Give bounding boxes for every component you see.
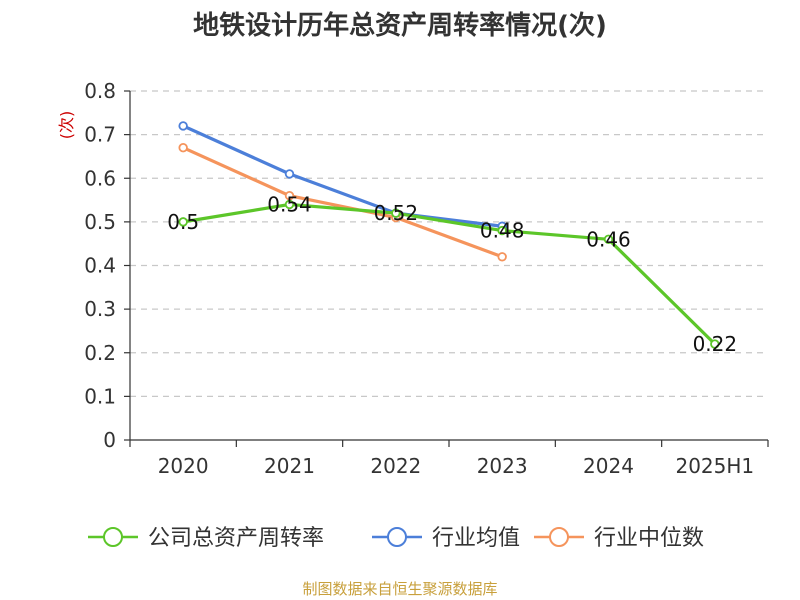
y-tick-label: 0.4 (84, 254, 116, 278)
data-labels: 0.5 0.54 0.52 0.48 0.46 0.22 (167, 192, 737, 356)
y-tick-label: 0.2 (84, 341, 116, 365)
legend-label: 行业中位数 (594, 526, 704, 551)
data-point (603, 234, 614, 245)
legend-item: 行业中位数 (534, 526, 704, 551)
legend: 公司总资产周转率 行业均值 行业中位数 (88, 526, 704, 551)
data-point (391, 208, 401, 218)
y-tick-label: 0.3 (84, 297, 116, 321)
data-label: 0.22 (693, 332, 738, 356)
legend-item: 行业均值 (372, 526, 520, 551)
legend-marker (103, 527, 123, 547)
data-point (284, 169, 295, 179)
series-line (182, 124, 503, 228)
data-point (178, 217, 188, 227)
series-line (182, 146, 503, 259)
data-label: 0.54 (267, 192, 312, 216)
y-tick-label: 0.7 (84, 123, 116, 147)
data-point (178, 121, 188, 131)
y-tick-label: 0.6 (84, 166, 116, 190)
x-tick-label: 2023 (477, 454, 528, 478)
data-label: 0.52 (374, 201, 419, 225)
legend-item: 公司总资产周转率 (88, 526, 324, 551)
data-label: 0.48 (480, 219, 525, 243)
y-tick-label: 0.1 (84, 384, 116, 408)
gridlines (130, 90, 768, 397)
x-tick-label: 2024 (583, 454, 634, 478)
y-tick-label: 0.5 (84, 210, 116, 234)
chart-title: 地铁设计历年总资产周转率情况(次) (193, 10, 607, 41)
legend-marker (549, 527, 569, 547)
data-point (284, 190, 295, 201)
x-tick-label: 2025H1 (675, 454, 754, 478)
data-point (178, 143, 188, 153)
legend-label: 公司总资产周转率 (148, 526, 324, 551)
data-point (710, 339, 720, 349)
series-line (182, 202, 716, 346)
data-point (284, 199, 295, 210)
legend-marker (387, 527, 407, 547)
x-tick-label: 2022 (370, 454, 421, 478)
data-label: 0.5 (167, 210, 199, 234)
y-tick-label: 0.8 (84, 79, 116, 103)
x-tick-label: 2021 (264, 454, 315, 478)
axes: 0 0.1 0.2 0.3 0.4 0.5 0.6 0.7 0.8 2020 2021 2022 202… (84, 79, 769, 478)
series-lines (178, 121, 720, 349)
legend-label: 行业均值 (432, 526, 520, 551)
y-axis-label: (次) (57, 111, 76, 140)
source-note: 制图数据来自恒生聚源数据库 (302, 580, 497, 598)
x-tick-label: 2020 (158, 454, 209, 478)
data-point (497, 225, 507, 236)
data-point (497, 252, 507, 262)
y-tick-label: 0 (103, 428, 116, 452)
data-label: 0.46 (586, 227, 631, 251)
